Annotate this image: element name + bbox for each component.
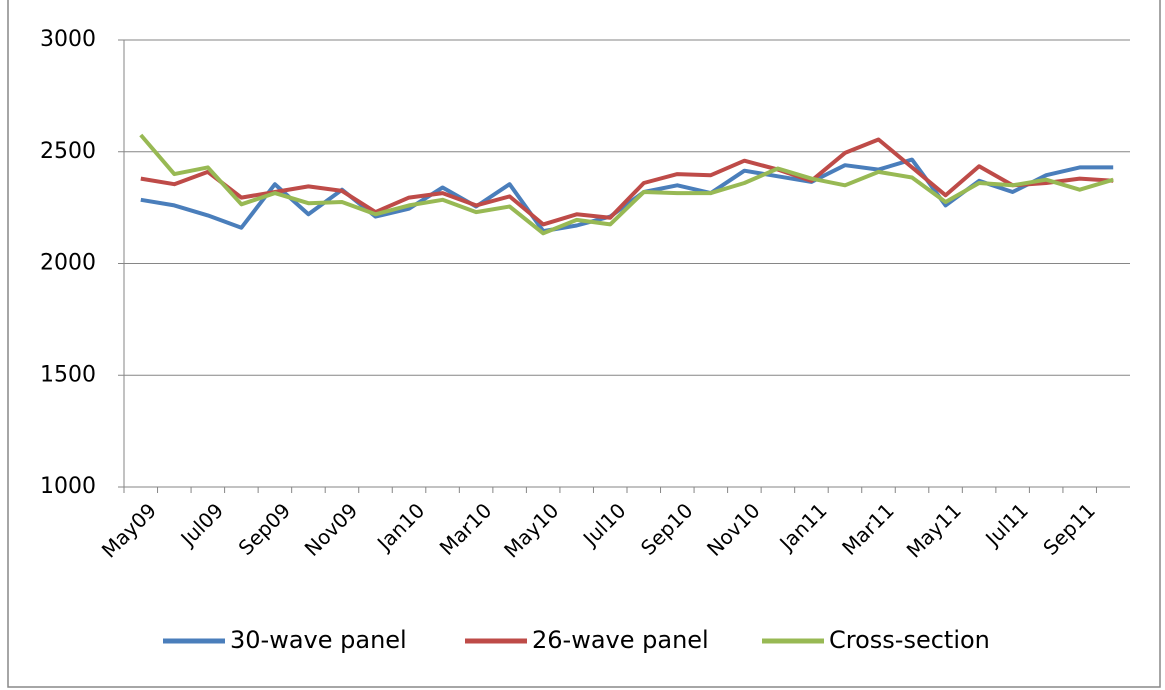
series-line xyxy=(139,133,1114,236)
x-tick-label: Nov10 xyxy=(702,498,765,561)
x-tick-label: Jul11 xyxy=(979,498,1032,551)
x-tick-label: May11 xyxy=(902,498,966,562)
series-line xyxy=(140,137,1114,227)
x-tick-label: Mar11 xyxy=(837,498,899,560)
x-tick-label: Jul09 xyxy=(175,498,228,551)
x-tick-label: May09 xyxy=(97,498,161,562)
legend-label: 30-wave panel xyxy=(230,626,407,654)
y-tick-label: 1500 xyxy=(40,362,96,387)
series-line xyxy=(140,157,1114,234)
x-tick-label: Jan10 xyxy=(371,498,429,556)
y-tick-label: 3000 xyxy=(40,27,96,52)
y-tick-label: 2000 xyxy=(40,251,96,276)
y-tick-label: 2500 xyxy=(40,139,96,164)
chart-frame xyxy=(7,0,1161,688)
x-tick-label: Sep09 xyxy=(234,498,296,560)
x-tick-label: Sep11 xyxy=(1038,498,1100,560)
x-tick-label: Jan11 xyxy=(774,498,832,556)
legend-label: Cross-section xyxy=(829,626,990,654)
x-tick-label: Sep10 xyxy=(636,498,698,560)
legend-label: 26-wave panel xyxy=(532,626,709,654)
y-tick-label: 1000 xyxy=(40,474,96,499)
x-tick-label: Nov09 xyxy=(300,498,363,561)
x-tick-label: Jul10 xyxy=(577,498,630,551)
x-tick-label: May10 xyxy=(499,498,563,562)
x-tick-label: Mar10 xyxy=(435,498,497,560)
